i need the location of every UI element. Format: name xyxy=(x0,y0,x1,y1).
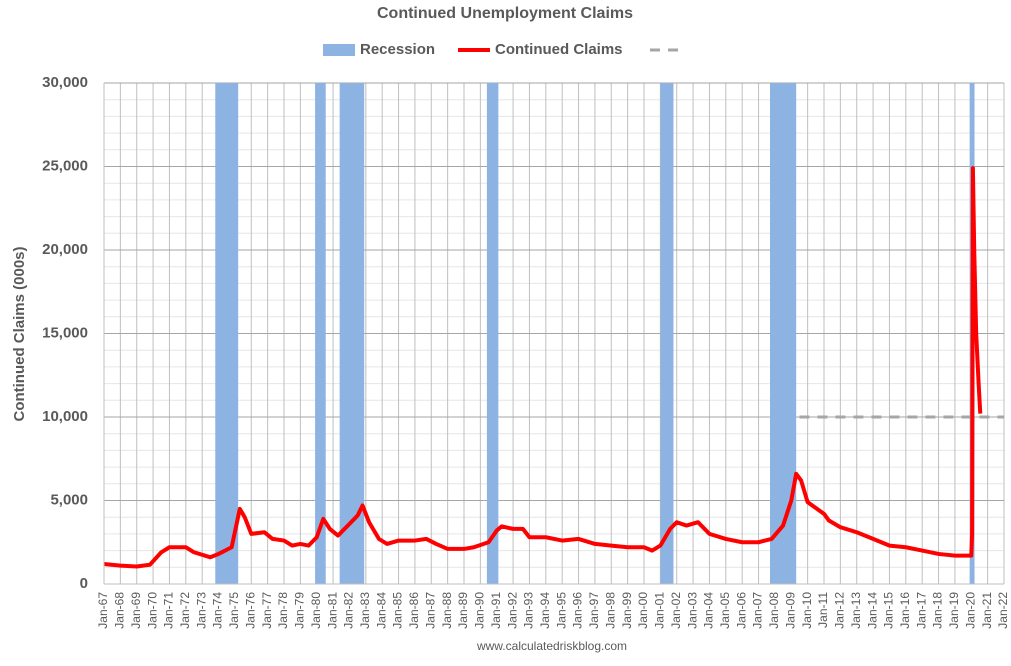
x-tick-label: Jan-97 xyxy=(587,592,601,629)
x-tick-label: Jan-17 xyxy=(914,592,928,629)
x-tick-label: Jan-89 xyxy=(456,592,470,629)
x-tick-label: Jan-76 xyxy=(243,592,257,629)
y-axis-label: Continued Claims (000s) xyxy=(11,246,28,421)
x-tick-label: Jan-16 xyxy=(898,592,912,629)
x-tick-label: Jan-15 xyxy=(882,592,896,629)
x-tick-label: Jan-22 xyxy=(996,592,1010,629)
x-tick-label: Jan-68 xyxy=(113,592,127,629)
x-tick-label: Jan-06 xyxy=(734,592,748,629)
x-tick-label: Jan-79 xyxy=(293,592,307,629)
x-tick-label: Jan-70 xyxy=(145,592,159,629)
x-tick-label: Jan-13 xyxy=(849,592,863,629)
x-tick-label: Jan-19 xyxy=(947,592,961,629)
x-tick-label: Jan-71 xyxy=(162,592,176,629)
x-tick-label: Jan-02 xyxy=(669,592,683,629)
x-tick-label: Jan-86 xyxy=(407,592,421,629)
y-tick-label: 10,000 xyxy=(42,408,88,425)
x-tick-label: Jan-85 xyxy=(391,592,405,629)
x-tick-label: Jan-75 xyxy=(227,592,241,629)
x-tick-label: Jan-98 xyxy=(603,592,617,629)
x-tick-label: Jan-96 xyxy=(571,592,585,629)
x-tick-label: Jan-95 xyxy=(554,592,568,629)
x-tick-label: Jan-74 xyxy=(211,592,225,629)
y-tick-label: 30,000 xyxy=(42,74,88,91)
x-tick-label: Jan-91 xyxy=(489,592,503,629)
x-tick-label: Jan-82 xyxy=(342,592,356,629)
recession-band xyxy=(215,83,239,584)
source: www.calculatedriskblog.com xyxy=(476,639,627,653)
x-tick-label: Jan-67 xyxy=(96,592,110,629)
x-tick-label: Jan-11 xyxy=(816,592,830,628)
y-tick-label: 20,000 xyxy=(42,241,88,258)
y-tick-label: 0 xyxy=(80,575,88,592)
recession-band xyxy=(486,83,499,584)
x-tick-label: Jan-81 xyxy=(325,592,339,629)
x-tick-label: Jan-10 xyxy=(800,592,814,629)
x-tick-label: Jan-80 xyxy=(309,592,323,629)
x-tick-label: Jan-73 xyxy=(194,592,208,629)
x-tick-label: Jan-05 xyxy=(718,592,732,629)
x-tick-label: Jan-21 xyxy=(980,592,994,629)
x-tick-label: Jan-72 xyxy=(178,592,192,629)
y-tick-label: 5,000 xyxy=(50,491,88,508)
chart-title: Continued Unemployment Claims xyxy=(377,5,633,22)
recession-band xyxy=(770,83,797,584)
x-tick-label: Jan-07 xyxy=(751,592,765,629)
x-tick-label: Jan-92 xyxy=(505,592,519,629)
x-tick-label: Jan-14 xyxy=(865,592,879,629)
x-tick-label: Jan-00 xyxy=(636,592,650,629)
recession-band xyxy=(339,83,365,584)
x-tick-label: Jan-03 xyxy=(685,592,699,629)
x-tick-label: Jan-88 xyxy=(440,592,454,629)
x-tick-label: Jan-90 xyxy=(473,592,487,629)
x-tick-label: Jan-09 xyxy=(783,592,797,629)
x-tick-label: Jan-69 xyxy=(129,592,143,629)
claims-line xyxy=(103,166,983,569)
y-tick-label: 15,000 xyxy=(42,324,88,341)
x-tick-label: Jan-78 xyxy=(276,592,290,629)
recession-band xyxy=(660,83,674,584)
x-tick-label: Jan-87 xyxy=(423,592,437,629)
x-tick-label: Jan-04 xyxy=(702,592,716,629)
x-tick-label: Jan-93 xyxy=(522,592,536,629)
legend-swatch xyxy=(323,44,355,56)
x-tick-label: Jan-94 xyxy=(538,592,552,629)
x-tick-label: Jan-18 xyxy=(931,592,945,629)
legend-label: Continued Claims xyxy=(495,41,623,58)
x-tick-label: Jan-20 xyxy=(963,592,977,629)
recession-band xyxy=(315,83,326,584)
x-tick-label: Jan-99 xyxy=(620,592,634,629)
x-tick-label: Jan-12 xyxy=(833,592,847,629)
x-tick-label: Jan-77 xyxy=(260,592,274,629)
x-tick-label: Jan-84 xyxy=(374,592,388,629)
x-tick-label: Jan-01 xyxy=(653,592,667,629)
y-tick-label: 25,000 xyxy=(42,157,88,174)
legend-label: Recession xyxy=(360,41,435,58)
x-tick-label: Jan-83 xyxy=(358,592,372,629)
x-tick-label: Jan-08 xyxy=(767,592,781,629)
